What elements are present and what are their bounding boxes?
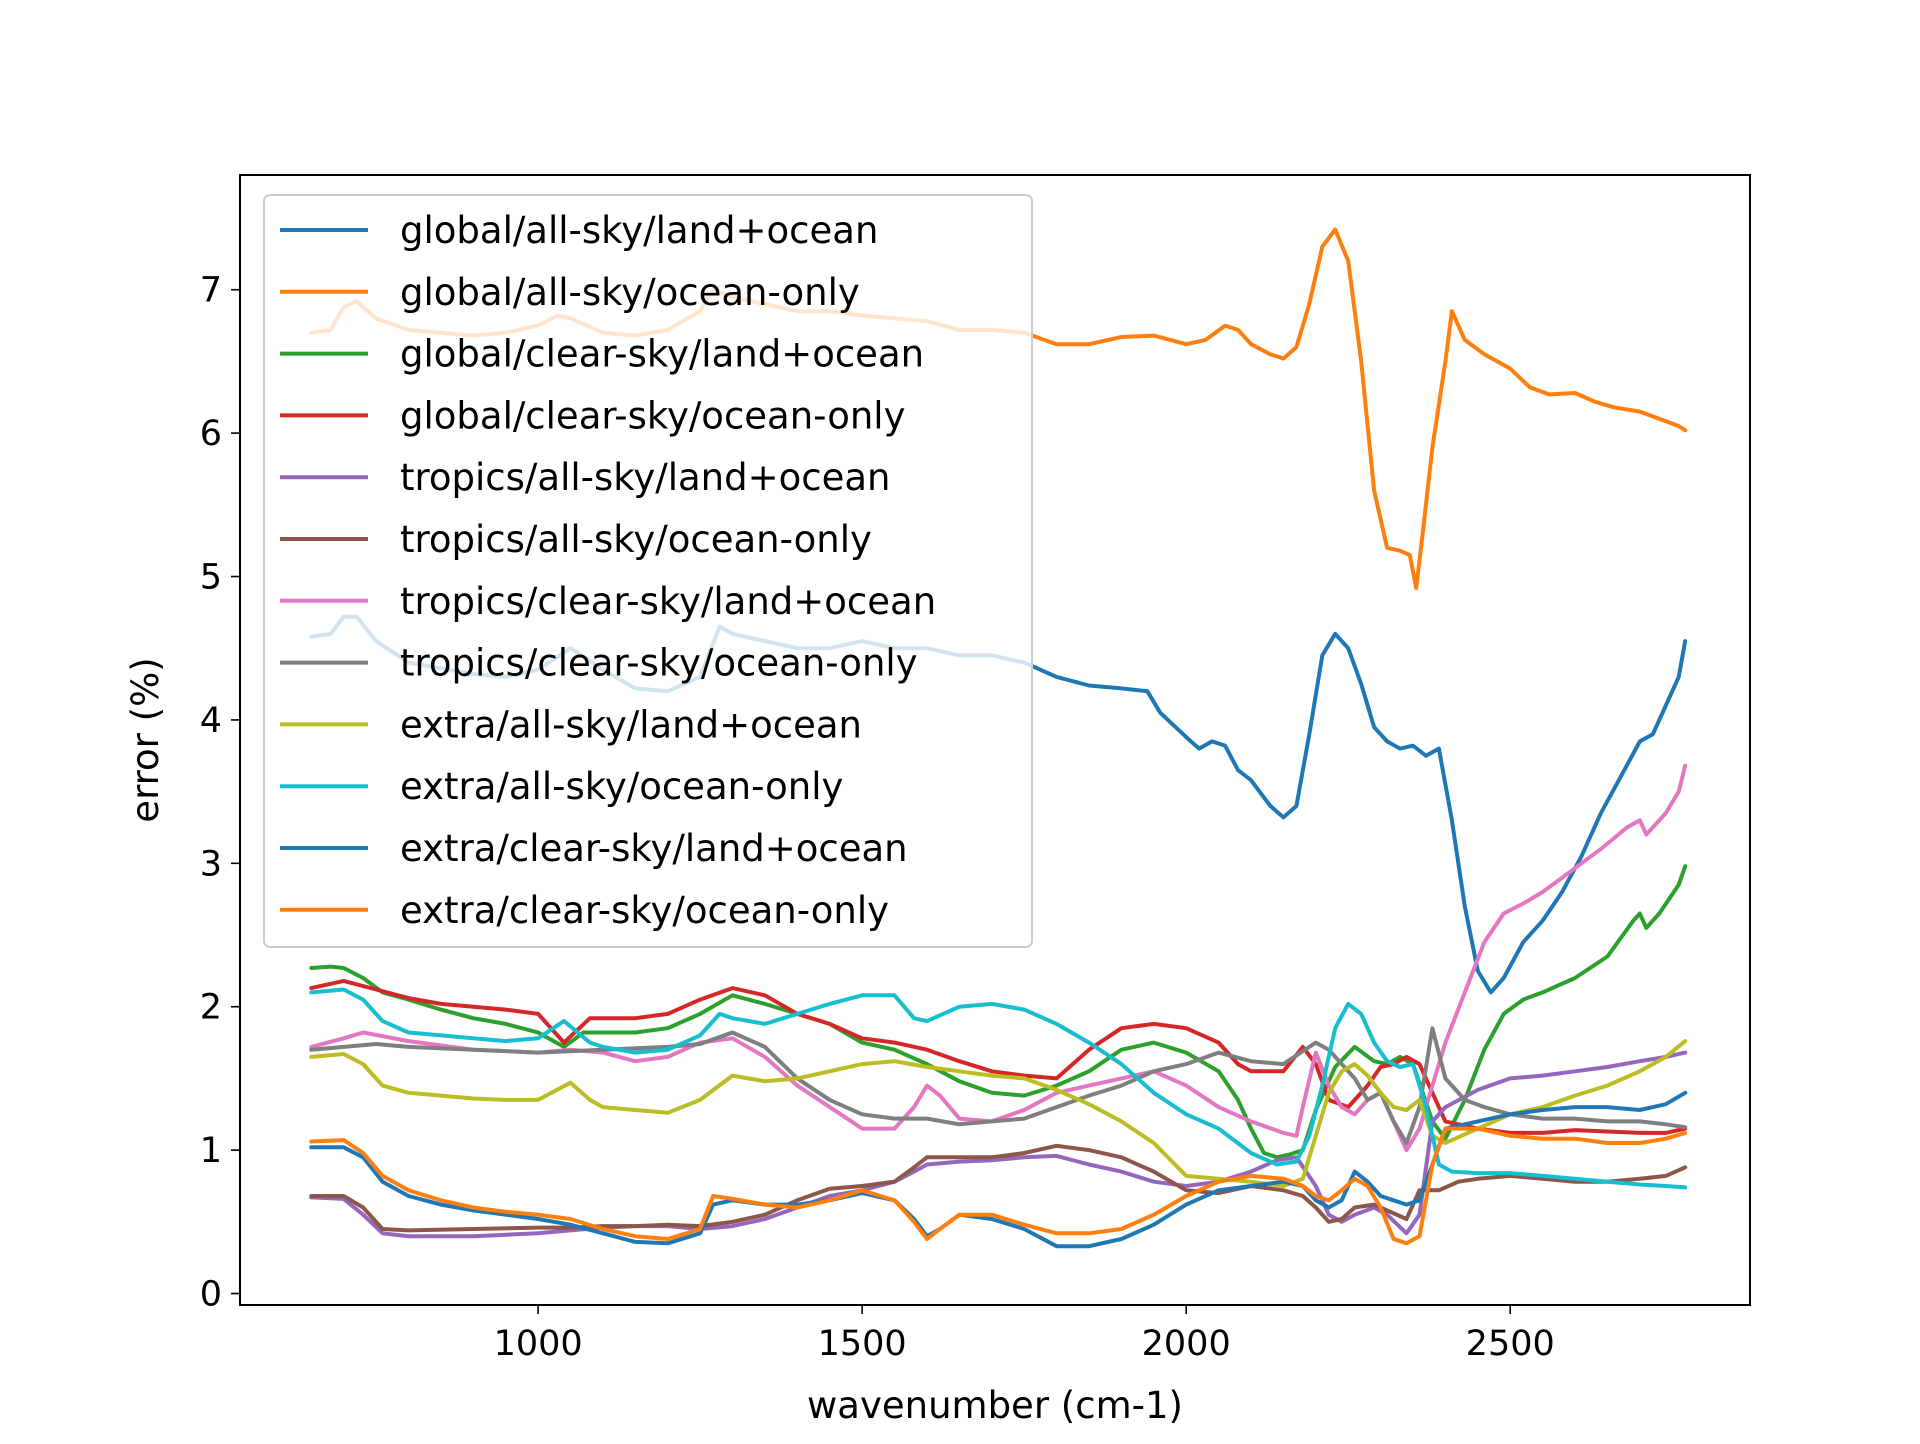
series-line-5 bbox=[309, 1050, 1688, 1239]
y-tick-label-1: 1 bbox=[200, 1131, 222, 1171]
legend-label-12: extra/clear-sky/ocean-only bbox=[400, 889, 889, 932]
x-axis-label: wavenumber (cm-1) bbox=[807, 1384, 1183, 1427]
legend: global/all-sky/land+ocean global/all-sky/… bbox=[263, 194, 1033, 948]
x-tick-label-2000: 2000 bbox=[1142, 1324, 1231, 1364]
legend-box bbox=[263, 194, 1033, 948]
legend-label-9: extra/all-sky/land+ocean bbox=[400, 703, 862, 746]
x-axis: 1000 1500 2000 2500 bbox=[494, 1305, 1555, 1364]
y-axis: 0 1 2 3 4 5 6 7 bbox=[200, 271, 240, 1315]
y-tick-label-6: 6 bbox=[200, 414, 222, 454]
legend-label-11: extra/clear-sky/land+ocean bbox=[400, 827, 908, 870]
legend-label-8: tropics/clear-sky/ocean-only bbox=[400, 642, 918, 685]
y-tick-label-3: 3 bbox=[200, 844, 222, 884]
series-line-11 bbox=[309, 1090, 1688, 1249]
legend-label-1: global/all-sky/land+ocean bbox=[400, 209, 878, 252]
y-axis-label: error (%) bbox=[124, 657, 167, 822]
series-line-8 bbox=[309, 1026, 1688, 1145]
x-tick-label-2500: 2500 bbox=[1466, 1324, 1555, 1364]
legend-label-5: tropics/all-sky/land+ocean bbox=[400, 456, 891, 499]
legend-label-10: extra/all-sky/ocean-only bbox=[400, 765, 843, 808]
legend-label-6: tropics/all-sky/ocean-only bbox=[400, 518, 872, 561]
legend-label-7: tropics/clear-sky/land+ocean bbox=[400, 580, 936, 623]
y-tick-label-5: 5 bbox=[200, 558, 222, 598]
legend-items: global/all-sky/land+ocean global/all-sky/… bbox=[280, 209, 936, 932]
y-tick-label-7: 7 bbox=[200, 271, 222, 311]
series-line-6 bbox=[309, 1143, 1688, 1233]
legend-label-3: global/clear-sky/land+ocean bbox=[400, 333, 924, 376]
y-tick-label-2: 2 bbox=[200, 988, 222, 1028]
x-tick-label-1000: 1000 bbox=[494, 1324, 583, 1364]
series-line-12 bbox=[309, 1126, 1688, 1246]
x-tick-label-1500: 1500 bbox=[818, 1324, 907, 1364]
series-line-9 bbox=[309, 1039, 1688, 1188]
legend-label-4: global/clear-sky/ocean-only bbox=[400, 394, 905, 437]
plot-frame bbox=[239, 174, 1751, 1306]
y-tick-label-0: 0 bbox=[200, 1275, 222, 1315]
series-line-7 bbox=[309, 763, 1688, 1153]
y-tick-label-4: 4 bbox=[200, 701, 222, 741]
series-line-3 bbox=[309, 864, 1688, 1160]
legend-label-2: global/all-sky/ocean-only bbox=[400, 271, 860, 314]
